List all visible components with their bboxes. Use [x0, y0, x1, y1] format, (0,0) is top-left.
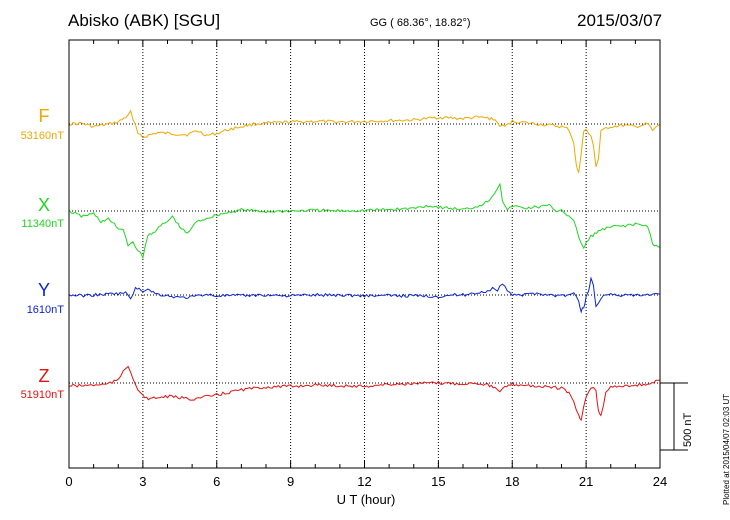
- series-lines: [68, 109, 661, 422]
- series-line-z: [68, 365, 660, 422]
- x-tick-label: 21: [579, 474, 593, 489]
- component-baseline-f: 53160nT: [20, 130, 64, 142]
- component-baseline-x: 11340nT: [21, 218, 64, 230]
- x-tick-label: 9: [287, 474, 294, 489]
- station-title: Abisko (ABK) [SGU]: [68, 11, 221, 30]
- x-tick-label: 18: [505, 474, 519, 489]
- x-tick-label: 12: [357, 474, 371, 489]
- component-letter-x: X: [37, 195, 50, 215]
- series-line-f: [68, 109, 661, 175]
- x-axis-label: U T (hour): [337, 492, 396, 507]
- x-tick-label: 15: [431, 474, 445, 489]
- scale-bar: [660, 382, 688, 451]
- x-ticks: 0 3 6 9 12 15 18 21 24: [65, 40, 667, 489]
- x-tick-label: 6: [213, 474, 220, 489]
- x-tick-label: 24: [653, 474, 667, 489]
- component-letter-f: F: [38, 106, 50, 126]
- component-baseline-y: 1610nT: [26, 304, 64, 316]
- plotted-timestamp: Plotted at 2015/04/07 02:03 UT: [722, 393, 730, 505]
- component-letter-y: Y: [37, 280, 50, 300]
- component-baseline-z: 51910nT: [20, 389, 64, 401]
- grid-lines: [69, 40, 660, 468]
- series-line-y: [68, 276, 661, 314]
- geographic-coordinates: GG ( 68.36°, 18.82°): [370, 17, 471, 29]
- component-letter-z: Z: [38, 366, 50, 386]
- scale-bar-label: 500 nT: [682, 412, 694, 447]
- x-tick-label: 0: [65, 474, 72, 489]
- series-line-x: [68, 182, 661, 260]
- date-label: 2015/03/07: [577, 11, 663, 30]
- x-tick-label: 3: [139, 474, 146, 489]
